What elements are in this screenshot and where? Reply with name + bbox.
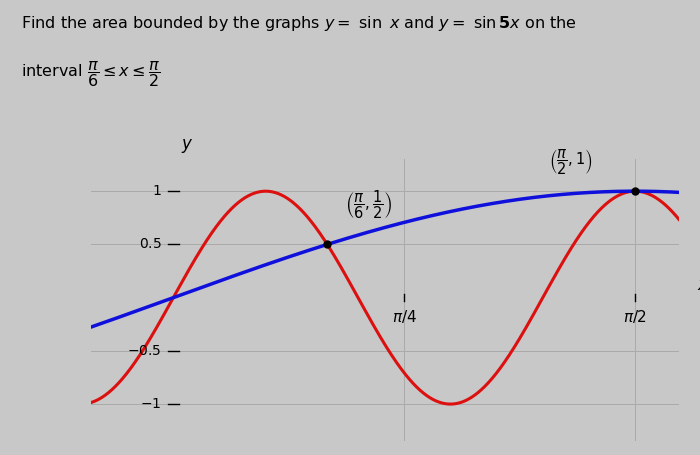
Text: Find the area bounded by the graphs $\mathbf{\mathit{y}} = $ $\mathbf{\sin}$ $\m: Find the area bounded by the graphs $\ma…: [21, 14, 577, 33]
Text: $0.5$: $0.5$: [139, 238, 162, 252]
Text: $\left(\dfrac{\pi}{2},1\right)$: $\left(\dfrac{\pi}{2},1\right)$: [549, 148, 592, 177]
Text: $-0.5$: $-0.5$: [127, 344, 162, 358]
Text: $\left(\dfrac{\pi}{6},\dfrac{1}{2}\right)$: $\left(\dfrac{\pi}{6},\dfrac{1}{2}\right…: [345, 188, 392, 221]
Text: $\pi/4$: $\pi/4$: [392, 308, 416, 325]
Text: $1$: $1$: [152, 184, 162, 198]
Text: $y$: $y$: [181, 137, 193, 155]
Text: $x$: $x$: [696, 277, 700, 294]
Text: $\pi/2$: $\pi/2$: [623, 308, 647, 325]
Text: interval $\dfrac{\pi}{6} \leq x \leq \dfrac{\pi}{2}$: interval $\dfrac{\pi}{6} \leq x \leq \df…: [21, 59, 160, 89]
Text: $-1$: $-1$: [140, 397, 162, 411]
